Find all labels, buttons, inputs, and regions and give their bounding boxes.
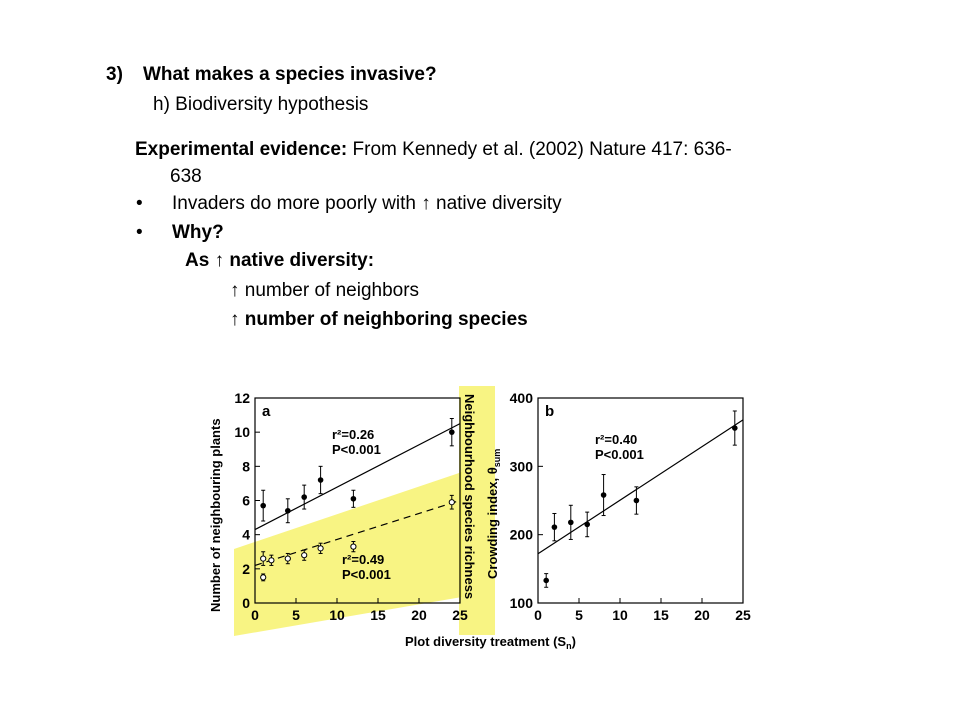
x-tick-label: 25	[735, 607, 751, 623]
x-tick-label: 20	[694, 607, 710, 623]
figure-kennedy-2002: 0 5 10 15 20 25 0 2 4 6 8 10 12 0 5 10 15 20 25 100 200 300 4…	[208, 386, 751, 651]
y-tick-label: 200	[510, 527, 534, 543]
panel-a-stat-bottom-r2: r²=0.49	[342, 552, 384, 567]
x-tick-label: 25	[452, 607, 468, 623]
y-tick-label: 12	[234, 390, 250, 406]
evidence-label: Experimental evidence:	[135, 139, 348, 160]
x-tick-label: 5	[575, 607, 583, 623]
y-tick-label: 8	[242, 458, 250, 474]
bullet-text-1: Invaders do more poorly with ↑ native di…	[172, 193, 562, 214]
highlight-band	[234, 472, 462, 636]
data-point-open	[284, 555, 291, 562]
panel-a-stat-top-p: P<0.001	[332, 442, 381, 457]
data-point-filled	[350, 495, 357, 502]
data-point-filled	[600, 492, 607, 498]
y-tick-label: 100	[510, 595, 534, 611]
y-tick-label: 2	[242, 561, 250, 577]
evidence-continuation: 638	[170, 166, 202, 187]
y-tick-label: 300	[510, 458, 534, 474]
bullet-marker-2: •	[136, 222, 143, 243]
data-point-filled	[732, 425, 738, 431]
why-line-3: ↑ number of neighboring species	[230, 309, 528, 330]
panel-b-plot: 0 5 10 15 20 25 100 200 300 400	[510, 390, 751, 623]
data-point-open	[260, 555, 267, 562]
panel-a-stat-bottom-p: P<0.001	[342, 567, 391, 582]
data-point-open	[350, 543, 357, 550]
panel-b-stat-p: P<0.001	[595, 447, 644, 462]
heading-number: 3)	[106, 64, 123, 85]
bullet-text-2: Why?	[172, 222, 224, 243]
data-point-open	[301, 552, 308, 559]
x-tick-label: 15	[653, 607, 669, 623]
data-point-open	[317, 545, 324, 552]
panel-a-ylabel-right: Neighbourhood species richness	[462, 394, 477, 599]
x-tick-label: 15	[370, 607, 386, 623]
x-tick-label: 0	[251, 607, 259, 623]
x-tick-label: 10	[612, 607, 628, 623]
evidence-line: Experimental evidence: From Kennedy et a…	[135, 139, 732, 161]
panel-a-plot: 0 5 10 15 20 25 0 2 4 6 8 10 12	[234, 390, 468, 623]
data-point-filled	[260, 502, 266, 509]
data-point-open	[260, 574, 267, 581]
highlight-right-label	[459, 386, 495, 635]
panel-b-ylabel: Crowding index, θsum	[485, 449, 502, 579]
panel-a-ylabel: Number of neighbouring plants	[208, 418, 223, 612]
data-point-filled	[551, 524, 558, 530]
x-tick-label: 5	[292, 607, 300, 623]
why-line-2: ↑ number of neighbors	[230, 280, 420, 301]
why-line-1: As ↑ native diversity:	[185, 250, 375, 271]
y-tick-label: 10	[234, 424, 250, 440]
panel-a-stat-top-r2: r²=0.26	[332, 427, 374, 442]
data-point-filled	[568, 519, 574, 526]
x-tick-label: 20	[411, 607, 427, 623]
data-point-filled	[584, 521, 590, 528]
panel-a-label: a	[262, 403, 271, 420]
y-tick-label: 0	[242, 595, 250, 611]
y-tick-label: 400	[510, 390, 534, 406]
y-tick-label: 4	[242, 527, 250, 543]
data-point-open	[448, 499, 455, 506]
panel-b-label: b	[545, 403, 554, 420]
heading-title: What makes a species invasive?	[143, 64, 437, 85]
panel-b-stat-r2: r²=0.40	[595, 432, 637, 447]
data-point-open	[268, 557, 275, 564]
data-point-filled	[449, 429, 455, 435]
x-tick-label: 0	[534, 607, 542, 623]
data-point-filled	[633, 497, 640, 504]
data-point-filled	[543, 577, 549, 584]
data-point-filled	[285, 507, 291, 514]
bullet-marker-1: •	[136, 193, 143, 214]
data-point-filled	[301, 494, 307, 500]
subheading: h) Biodiversity hypothesis	[153, 94, 369, 115]
regression-line	[537, 419, 744, 555]
shared-xlabel: Plot diversity treatment (Sn)	[405, 634, 576, 651]
evidence-text: From Kennedy et al. (2002) Nature 417: 6…	[347, 139, 732, 160]
y-tick-label: 6	[242, 493, 250, 509]
x-tick-label: 10	[329, 607, 345, 623]
data-point-filled	[317, 477, 324, 483]
panel-b-frame	[537, 397, 744, 604]
